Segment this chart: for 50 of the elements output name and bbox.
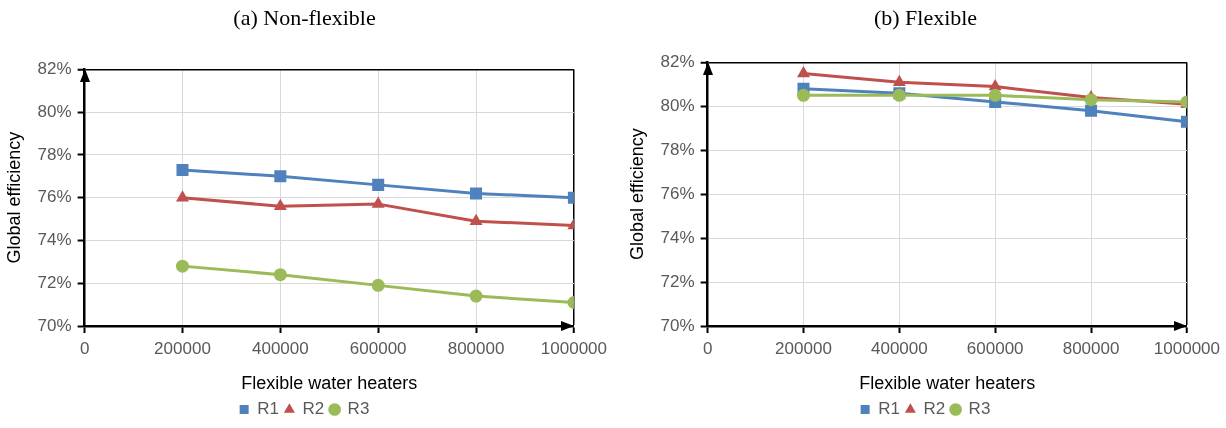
y-tick-label: 80%	[37, 101, 72, 121]
legend-label: R3	[968, 399, 991, 419]
y-tick-label: 70%	[660, 315, 695, 335]
point	[371, 278, 385, 292]
chart-title: (a) Non-flexible	[233, 4, 376, 30]
x-tick-label: 200000	[775, 338, 832, 358]
y-axis-title: Global efficiency	[626, 128, 647, 261]
legend-label: R3	[347, 399, 370, 419]
y-axis-title: Global efficiency	[3, 131, 24, 264]
y-tick-label: 76%	[660, 183, 695, 203]
y-tick-label: 80%	[660, 96, 695, 116]
x-tick-label: 600000	[966, 338, 1024, 358]
x-tick-label: 800000	[1062, 338, 1120, 358]
x-tick-label: 400000	[251, 338, 309, 358]
x-tick-label: 0	[79, 338, 90, 358]
x-tick-label: 400000	[870, 338, 928, 358]
y-tick-label: 78%	[660, 139, 695, 159]
point	[469, 213, 483, 225]
y-tick-label: 76%	[37, 187, 72, 207]
point	[176, 163, 189, 176]
y-tick-label: 82%	[660, 52, 695, 72]
chart-title: (b) Flexible	[873, 4, 978, 30]
x-axis-title: Flexible water heaters	[859, 373, 1036, 394]
y-tick-label: 72%	[37, 272, 72, 292]
x-tick-label: 1000000	[540, 338, 607, 358]
point	[273, 268, 287, 282]
y-tick-label: 70%	[37, 315, 72, 335]
x-tick-label: 800000	[447, 338, 505, 358]
point	[469, 289, 483, 303]
y-tick-label: 72%	[660, 271, 695, 291]
point	[470, 187, 483, 200]
point	[175, 190, 189, 202]
point	[371, 196, 385, 208]
x-tick-label: 1000000	[1153, 338, 1220, 358]
y-tick-label: 74%	[37, 230, 72, 250]
x-tick-label: 0	[702, 338, 713, 358]
x-tick-label: 200000	[154, 338, 211, 358]
point	[274, 170, 287, 183]
x-axis-title: Flexible water heaters	[241, 373, 418, 394]
legend-label: R2	[302, 399, 325, 419]
point	[175, 259, 189, 273]
y-tick-label: 78%	[37, 144, 72, 164]
legend-label: R2	[923, 399, 946, 419]
legend-label: R1	[257, 399, 279, 419]
y-tick-label: 82%	[37, 59, 72, 79]
point	[372, 178, 385, 191]
point	[273, 198, 287, 210]
x-tick-label: 600000	[349, 338, 407, 358]
legend-label: R1	[878, 399, 900, 419]
y-tick-label: 74%	[660, 227, 695, 247]
